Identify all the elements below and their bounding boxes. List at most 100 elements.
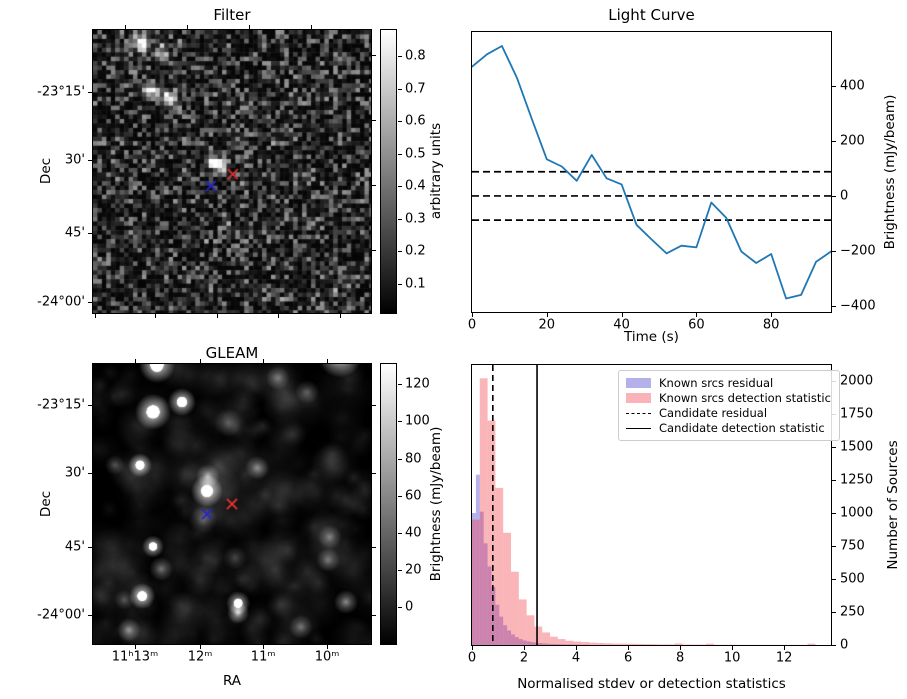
tick-mark (832, 512, 836, 514)
tick-mark (154, 314, 156, 318)
time-tick-label: 80 (762, 317, 780, 333)
tick-mark (372, 547, 376, 549)
time-tick-label: 60 (688, 317, 705, 333)
tick-mark (832, 250, 836, 252)
tick-mark (524, 646, 526, 650)
tick-mark (248, 25, 250, 29)
legend-item: Candidate residual (626, 406, 832, 420)
stdev-tick-label: 12 (775, 650, 793, 666)
colorbar-tick-label: 40 (405, 525, 422, 541)
stdev-tick-label: 4 (571, 650, 581, 666)
stdev-tick-label: 6 (623, 650, 633, 666)
dec-tick-label: -23°15' (37, 397, 85, 413)
light-curve-plot (472, 45, 831, 300)
tick-mark (88, 91, 92, 93)
colorbar-tick-label: 0.5 (405, 146, 426, 162)
gleam-xlabel: RA (222, 673, 242, 689)
ra-tick-label: 12ᵐ (187, 649, 213, 665)
gleam-image (93, 364, 371, 644)
tick-mark (263, 359, 265, 363)
dec-tick-label: 45' (64, 225, 85, 241)
gleam-ylabel: Dec (38, 490, 54, 518)
colorbar-tick-label: 0.4 (405, 178, 426, 194)
tick-mark (832, 578, 836, 580)
tick-mark (398, 88, 402, 90)
colorbar-tick-label: 100 (405, 413, 430, 429)
dec-tick-label: 45' (64, 539, 85, 555)
tick-mark (621, 313, 623, 317)
tick-mark (398, 606, 402, 608)
dec-tick-label: -24°00' (37, 294, 85, 310)
filter-image (93, 30, 371, 313)
sources-tick-label: 1250 (840, 472, 874, 488)
filter-ylabel: Dec (38, 157, 54, 185)
tick-mark (784, 646, 786, 650)
legend-item: Candidate detection statistic (626, 421, 832, 435)
tick-mark (200, 645, 202, 649)
stdev-tick-label: 2 (519, 650, 529, 666)
sources-tick-label: 500 (840, 571, 865, 587)
tick-mark (372, 249, 376, 251)
brightness-tick-label: 200 (840, 133, 865, 149)
time-tick-label: 0 (467, 317, 477, 333)
ra-tick-label: 11ʰ13ᵐ (111, 649, 159, 665)
tick-mark (546, 313, 548, 317)
legend-label: Known srcs detection statistic (659, 391, 831, 405)
tick-mark (327, 645, 329, 649)
tick-mark (327, 359, 329, 363)
sources-tick-label: 1000 (840, 505, 874, 521)
gleam-colorbar-label: Brightness (mJy/beam) (428, 426, 444, 582)
brightness-tick-label: −400 (840, 298, 876, 314)
sources-tick-label: 2000 (840, 373, 874, 389)
tick-mark (576, 646, 578, 650)
tick-mark (832, 140, 836, 142)
filter-colorbar (380, 29, 397, 314)
tick-mark (680, 646, 682, 650)
gleam-axes (92, 363, 372, 645)
tick-mark (134, 359, 136, 363)
dec-tick-label: 30' (64, 465, 85, 481)
legend-item: Known srcs residual (626, 376, 832, 390)
legend-dashed-line-icon (626, 412, 651, 414)
tick-mark (277, 314, 279, 318)
brightness-tick-label: −200 (840, 243, 876, 259)
stdev-tick-label: 10 (723, 650, 741, 666)
tick-mark (88, 614, 92, 616)
colorbar-tick-label: 60 (405, 488, 422, 504)
tick-mark (832, 195, 836, 197)
tick-mark (398, 569, 402, 571)
sources-tick-label: 1750 (840, 406, 874, 422)
legend-label: Known srcs residual (659, 376, 774, 390)
legend-label: Candidate residual (659, 406, 768, 420)
legend-label: Candidate detection statistic (659, 421, 825, 435)
filter-colorbar-label: arbitrary units (428, 122, 444, 220)
dec-tick-label: -24°00' (37, 607, 85, 623)
tick-mark (263, 645, 265, 649)
tick-mark (88, 547, 92, 549)
ra-tick-label: 11ᵐ (250, 649, 276, 665)
tick-mark (398, 384, 402, 386)
tick-mark (186, 25, 188, 29)
colorbar-tick-label: 0.8 (405, 48, 426, 64)
tick-mark (732, 646, 734, 650)
colorbar-tick-label: 0.7 (405, 81, 426, 97)
histogram-xlabel: Normalised stdev or detection statistics (517, 676, 786, 692)
dec-tick-label: -23°15' (37, 84, 85, 100)
brightness-tick-label: 0 (840, 188, 849, 204)
tick-mark (372, 54, 376, 56)
gleam-title: GLEAM (205, 344, 259, 362)
tick-mark (200, 359, 202, 363)
light-curve-xlabel: Time (s) (624, 329, 679, 345)
filter-axes (92, 29, 372, 314)
tick-mark (124, 25, 126, 29)
sources-tick-label: 0 (840, 637, 849, 653)
colorbar-tick-label: 0.2 (405, 243, 426, 259)
tick-mark (832, 305, 836, 307)
tick-mark (372, 472, 376, 474)
tick-mark (398, 186, 402, 188)
legend: Known srcs residual Known srcs detection… (618, 370, 840, 441)
histogram-plot (472, 365, 816, 645)
tick-mark (832, 645, 836, 646)
legend-solid-line-icon (626, 427, 651, 429)
colorbar-tick-label: 120 (405, 376, 430, 392)
